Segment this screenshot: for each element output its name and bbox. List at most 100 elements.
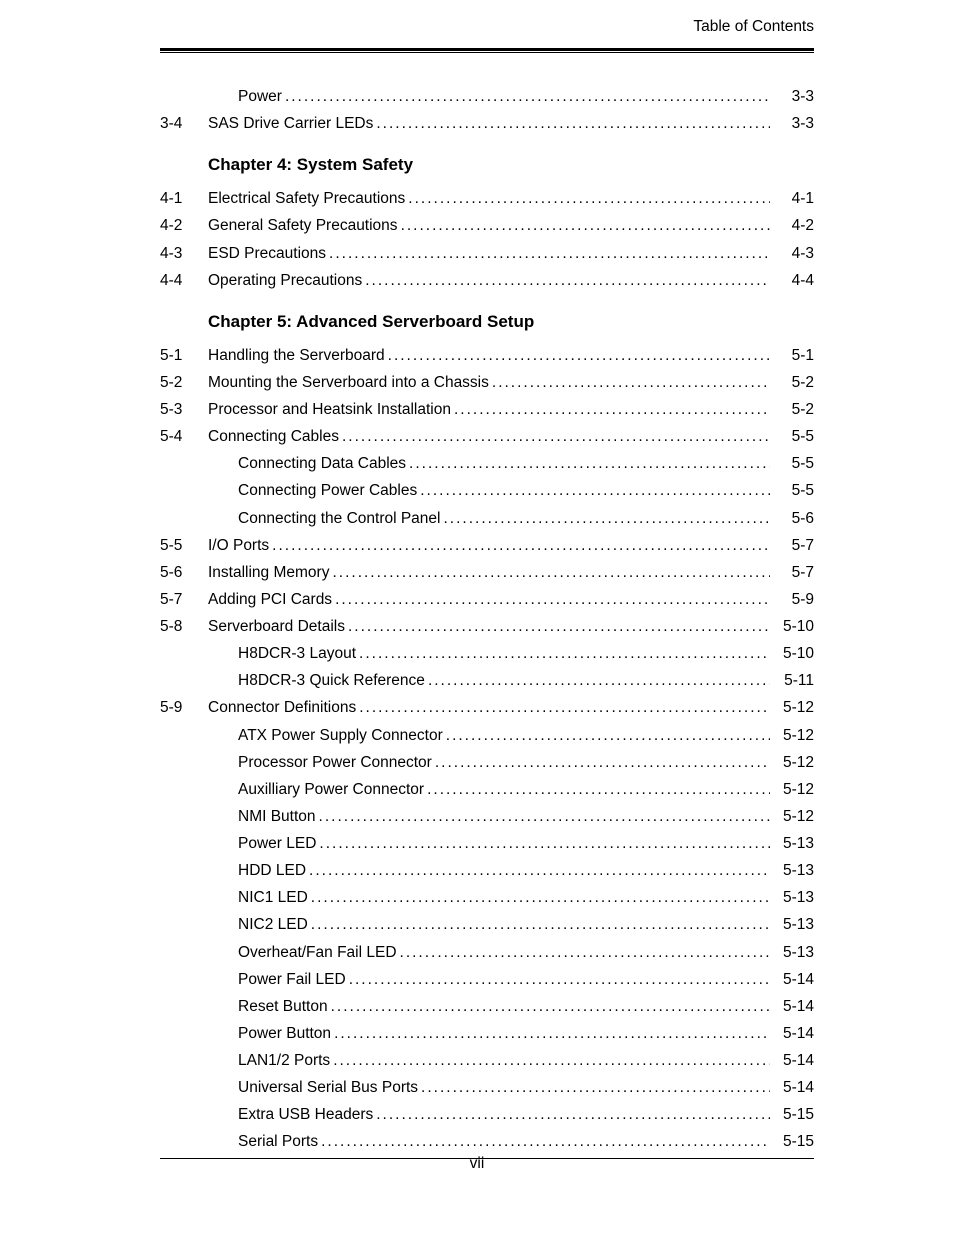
toc-entry-label: NIC2 LED [208, 911, 308, 938]
toc-entry-label: NMI Button [208, 803, 316, 830]
toc-entry-page: 5-7 [770, 532, 814, 559]
toc-leader-dots: ........................................… [425, 667, 770, 694]
toc-entry-label: Connecting Data Cables [208, 450, 406, 477]
toc-leader-dots: ........................................… [489, 369, 770, 396]
toc-entry-page: 5-14 [770, 1047, 814, 1074]
toc-entry: Processor Power Connector...............… [160, 749, 814, 776]
toc-entry: 4-1 Electrical Safety Precautions........… [160, 185, 814, 212]
toc-entry-page: 5-2 [770, 396, 814, 423]
toc-entry-page: 5-12 [770, 749, 814, 776]
toc-entry-page: 5-13 [770, 857, 814, 884]
toc-entry-page: 5-10 [770, 640, 814, 667]
toc-entry-page: 5-1 [770, 342, 814, 369]
toc-leader-dots: ........................................… [308, 911, 770, 938]
toc-entry-page: 5-13 [770, 830, 814, 857]
toc-leader-dots: ........................................… [330, 1047, 770, 1074]
toc-leader-dots: ........................................… [443, 722, 770, 749]
toc-entry: Connecting Data Cables..................… [160, 450, 814, 477]
header-rule-thin [160, 52, 814, 53]
toc-entry: LAN1/2 Ports............................… [160, 1047, 814, 1074]
toc-entry-page: 5-14 [770, 1074, 814, 1101]
toc-leader-dots: ........................................… [405, 185, 770, 212]
toc-entry-label: Auxilliary Power Connector [208, 776, 424, 803]
toc-entry-number: 5-6 [160, 559, 208, 586]
toc-leader-dots: ........................................… [345, 613, 770, 640]
toc-entry: H8DCR-3 Layout..........................… [160, 640, 814, 667]
table-of-contents: Power...................................… [160, 83, 814, 1156]
header-rule-thick [160, 48, 814, 51]
toc-entry-number: 4-2 [160, 212, 208, 239]
toc-leader-dots: ........................................… [406, 450, 770, 477]
toc-leader-dots: ........................................… [356, 694, 770, 721]
toc-entry: 5-5I/O Ports............................… [160, 532, 814, 559]
toc-leader-dots: ........................................… [339, 423, 770, 450]
toc-entry: Extra USB Headers.......................… [160, 1101, 814, 1128]
page-number: vii [0, 1155, 954, 1173]
toc-entry-number: 5-1 [160, 342, 208, 369]
toc-leader-dots: ........................................… [424, 776, 770, 803]
toc-entry-label: ESD Precautions [208, 240, 326, 267]
toc-entry-page: 5-5 [770, 450, 814, 477]
toc-entry-label: Power Fail LED [208, 966, 346, 993]
toc-entry-page: 5-14 [770, 993, 814, 1020]
toc-entry-page: 5-11 [770, 667, 814, 694]
toc-entry: NIC1 LED................................… [160, 884, 814, 911]
running-head: Table of Contents [160, 18, 814, 48]
toc-entry-page: 5-2 [770, 369, 814, 396]
toc-entry: Connecting Power Cables.................… [160, 477, 814, 504]
toc-entry-number: 4-4 [160, 267, 208, 294]
toc-entry-page: 5-12 [770, 776, 814, 803]
toc-entry-label: HDD LED [208, 857, 306, 884]
toc-leader-dots: ........................................… [329, 559, 770, 586]
toc-leader-dots: ........................................… [328, 993, 770, 1020]
toc-entry-label: NIC1 LED [208, 884, 308, 911]
toc-entry: 5-3Processor and Heatsink Installation..… [160, 396, 814, 423]
toc-entry-page: 5-7 [770, 559, 814, 586]
chapter-heading: Chapter 4: System Safety [208, 155, 814, 175]
toc-entry-page: 5-6 [770, 505, 814, 532]
toc-entry-number: 5-9 [160, 694, 208, 721]
toc-entry-page: 5-13 [770, 911, 814, 938]
toc-entry: Power Button............................… [160, 1020, 814, 1047]
page: Table of Contents Power.................… [0, 0, 954, 1235]
toc-entry: 5-7Adding PCI Cards.....................… [160, 586, 814, 613]
toc-entry-page: 5-10 [770, 613, 814, 640]
toc-leader-dots: ........................................… [385, 342, 770, 369]
toc-entry-page: 5-9 [770, 586, 814, 613]
toc-entry-page: 5-12 [770, 803, 814, 830]
toc-entry-label: Serverboard Details [208, 613, 345, 640]
toc-entry: Power...................................… [160, 83, 814, 110]
toc-entry: Serial Ports............................… [160, 1128, 814, 1155]
toc-entry-label: Electrical Safety Precautions [208, 185, 405, 212]
toc-entry-page: 3-3 [770, 110, 814, 137]
toc-leader-dots: ........................................… [373, 1101, 770, 1128]
toc-entry-label: Connector Definitions [208, 694, 356, 721]
toc-entry-page: 5-13 [770, 939, 814, 966]
toc-entry-label: Extra USB Headers [208, 1101, 373, 1128]
toc-entry-number: 3-4 [160, 110, 208, 137]
toc-entry-label: Overheat/Fan Fail LED [208, 939, 397, 966]
toc-leader-dots: ........................................… [316, 803, 770, 830]
toc-entry-number: 5-3 [160, 396, 208, 423]
toc-entry-page: 4-4 [770, 267, 814, 294]
toc-entry: HDD LED.................................… [160, 857, 814, 884]
toc-leader-dots: ........................................… [326, 240, 770, 267]
toc-entry: Reset Button............................… [160, 993, 814, 1020]
toc-entry: 5-2Mounting the Serverboard into a Chass… [160, 369, 814, 396]
toc-leader-dots: ........................................… [308, 884, 770, 911]
toc-entry: 5-6Installing Memory....................… [160, 559, 814, 586]
toc-entry-label: ATX Power Supply Connector [208, 722, 443, 749]
toc-leader-dots: ........................................… [451, 396, 770, 423]
toc-entry-label: Connecting Power Cables [208, 477, 417, 504]
toc-entry-label: Adding PCI Cards [208, 586, 332, 613]
toc-entry-number: 5-5 [160, 532, 208, 559]
toc-entry: H8DCR-3 Quick Reference.................… [160, 667, 814, 694]
toc-entry-label: Operating Precautions [208, 267, 362, 294]
toc-entry-label: Connecting the Control Panel [208, 505, 441, 532]
toc-entry-page: 5-15 [770, 1128, 814, 1155]
toc-entry: Power LED...............................… [160, 830, 814, 857]
toc-entry-page: 5-5 [770, 477, 814, 504]
toc-entry-page: 4-1 [770, 185, 814, 212]
toc-leader-dots: ........................................… [332, 586, 770, 613]
toc-leader-dots: ........................................… [362, 267, 770, 294]
